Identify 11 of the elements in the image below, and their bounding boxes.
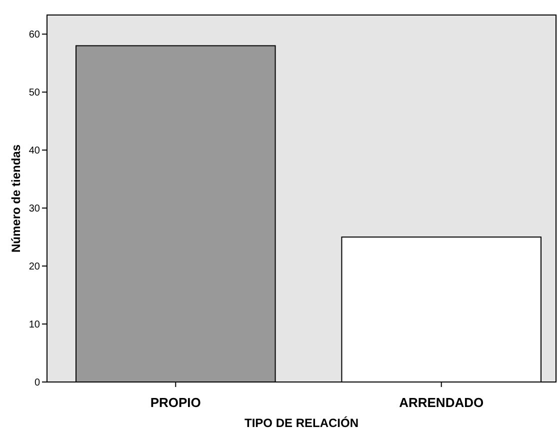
- y-tick-label: 20: [28, 262, 40, 273]
- y-tick-label: 60: [28, 30, 40, 41]
- y-tick-label: 50: [28, 88, 40, 99]
- x-tick-label: PROPIO: [150, 395, 201, 410]
- x-axis-title: TIPO DE RELACIÓN: [244, 416, 359, 430]
- x-tick-label: ARRENDADO: [399, 395, 484, 410]
- y-tick-label: 30: [28, 204, 40, 215]
- y-tick-label: 0: [34, 378, 40, 388]
- y-tick-label: 40: [28, 146, 40, 157]
- y-tick-label: 10: [28, 320, 40, 331]
- y-axis-title: Número de tiendas: [9, 144, 23, 253]
